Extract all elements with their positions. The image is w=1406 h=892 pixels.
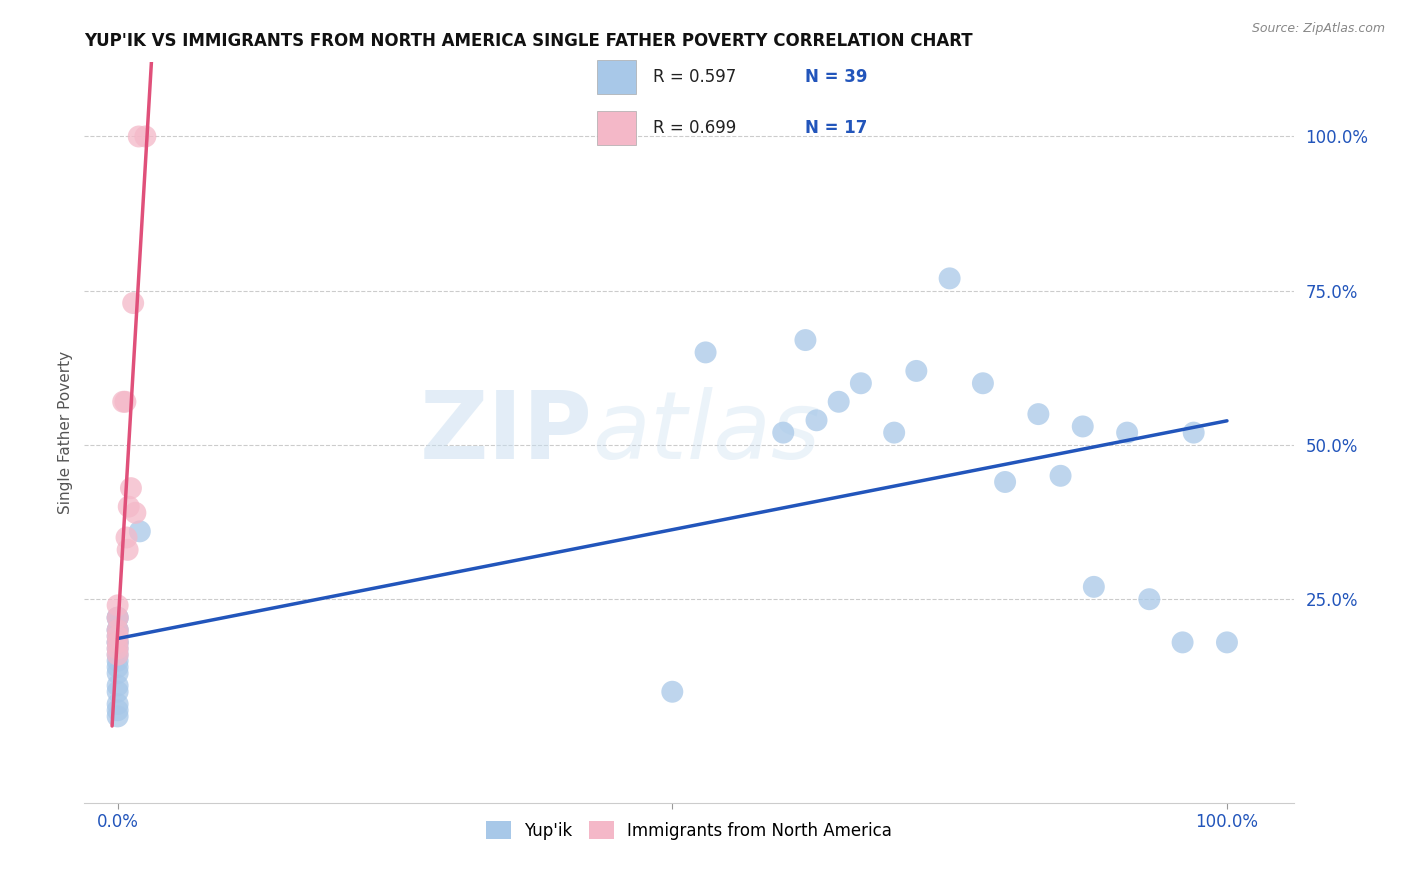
Point — [1049, 468, 1071, 483]
Point — [128, 129, 150, 144]
Point — [905, 364, 928, 378]
Point — [107, 703, 129, 717]
FancyBboxPatch shape — [596, 111, 637, 145]
Point — [107, 635, 129, 649]
Text: Source: ZipAtlas.com: Source: ZipAtlas.com — [1251, 22, 1385, 36]
Point — [107, 709, 129, 723]
Point — [107, 666, 129, 681]
Point — [107, 629, 129, 643]
Point — [695, 345, 717, 359]
Point — [107, 648, 129, 662]
Point — [118, 500, 141, 514]
Point — [107, 623, 129, 637]
Point — [1083, 580, 1105, 594]
Legend: Yup'ik, Immigrants from North America: Yup'ik, Immigrants from North America — [479, 814, 898, 847]
Point — [124, 506, 146, 520]
Point — [883, 425, 905, 440]
Point — [1137, 592, 1160, 607]
Point — [107, 623, 129, 637]
Point — [115, 531, 138, 545]
Point — [107, 641, 129, 656]
Point — [1171, 635, 1194, 649]
Point — [128, 524, 150, 539]
Point — [107, 611, 129, 625]
Point — [107, 697, 129, 711]
Point — [107, 599, 129, 613]
Point — [114, 394, 136, 409]
Text: R = 0.597: R = 0.597 — [652, 68, 737, 86]
Point — [107, 629, 129, 643]
Text: YUP'IK VS IMMIGRANTS FROM NORTH AMERICA SINGLE FATHER POVERTY CORRELATION CHART: YUP'IK VS IMMIGRANTS FROM NORTH AMERICA … — [84, 32, 973, 50]
Point — [972, 376, 994, 391]
Text: N = 17: N = 17 — [804, 120, 868, 137]
Point — [107, 635, 129, 649]
Point — [828, 394, 851, 409]
Point — [117, 542, 139, 557]
Point — [794, 333, 817, 347]
FancyBboxPatch shape — [596, 60, 637, 95]
Point — [107, 611, 129, 625]
Point — [1028, 407, 1050, 421]
Point — [938, 271, 960, 285]
Y-axis label: Single Father Poverty: Single Father Poverty — [58, 351, 73, 514]
Text: ZIP: ZIP — [419, 386, 592, 479]
Point — [107, 685, 129, 699]
Point — [107, 623, 129, 637]
Point — [994, 475, 1017, 489]
Point — [107, 648, 129, 662]
Point — [134, 129, 156, 144]
Point — [1216, 635, 1239, 649]
Point — [120, 481, 142, 495]
Point — [1071, 419, 1094, 434]
Text: N = 39: N = 39 — [804, 68, 868, 86]
Point — [1182, 425, 1205, 440]
Text: R = 0.699: R = 0.699 — [652, 120, 737, 137]
Text: atlas: atlas — [592, 387, 821, 478]
Point — [661, 685, 683, 699]
Point — [772, 425, 794, 440]
Point — [107, 611, 129, 625]
Point — [849, 376, 872, 391]
Point — [112, 394, 135, 409]
Point — [107, 641, 129, 656]
Point — [107, 654, 129, 668]
Point — [107, 660, 129, 674]
Point — [806, 413, 828, 427]
Point — [122, 296, 145, 310]
Point — [1116, 425, 1139, 440]
Point — [107, 679, 129, 693]
Point — [107, 635, 129, 649]
